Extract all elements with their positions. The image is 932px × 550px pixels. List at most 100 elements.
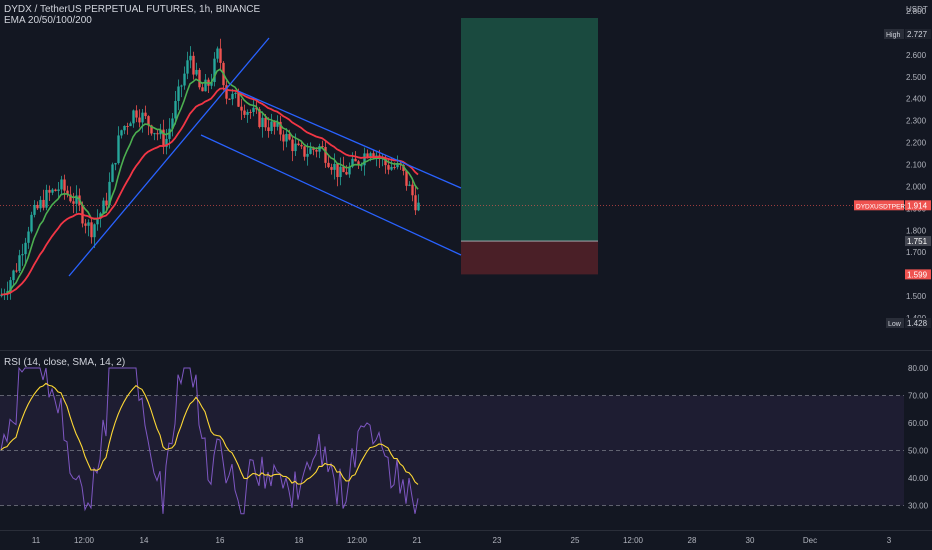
price-tick-label: 2.400 — [906, 95, 927, 104]
candle-body — [57, 189, 60, 191]
candle-body — [198, 69, 201, 88]
high-marker-bg — [884, 29, 904, 39]
candle-body — [339, 166, 342, 178]
ema-indicator-label[interactable]: EMA 20/50/100/200 — [4, 15, 92, 26]
candles — [0, 38, 420, 301]
candle-body — [36, 204, 39, 209]
candle-body — [75, 195, 78, 204]
symbol-tag-label: DYDXUSDTPERP — [856, 203, 909, 210]
candle-body — [390, 166, 393, 170]
candle-body — [216, 48, 219, 59]
candle-body — [327, 162, 330, 168]
candle-body — [141, 112, 144, 123]
candle-body — [24, 242, 27, 255]
candle-body — [219, 48, 222, 63]
candle-body — [12, 270, 15, 281]
candle-body — [27, 231, 30, 243]
candle-body — [90, 222, 93, 238]
candle-body — [165, 138, 168, 147]
candle-body — [162, 129, 165, 147]
candle-body — [45, 189, 48, 208]
candle-body — [108, 181, 111, 206]
candle-body — [234, 92, 237, 94]
candle-body — [39, 199, 42, 209]
candle-body — [291, 139, 294, 152]
rsi-tick-label: 50.00 — [908, 447, 929, 456]
ema-slow-line — [0, 87, 419, 296]
candle-body — [393, 166, 396, 168]
chart-header: DYDX / TetherUS PERPETUAL FUTURES, 1h, B… — [4, 4, 260, 26]
candle-body — [117, 135, 120, 164]
candle-body — [270, 121, 273, 132]
candle-body — [153, 133, 156, 135]
candle-body — [318, 146, 321, 152]
candle-body — [210, 82, 213, 86]
candle-body — [150, 125, 153, 134]
candle-body — [30, 214, 33, 232]
candle-body — [333, 163, 336, 170]
price-axis-unit: USDT — [906, 5, 928, 14]
candle-body — [21, 254, 24, 256]
candle-body — [396, 163, 399, 168]
candle-body — [258, 109, 261, 128]
candle-body — [363, 153, 366, 166]
price-tick-label: 1.800 — [906, 226, 927, 235]
candle-body — [324, 146, 327, 163]
candle-body — [309, 148, 312, 154]
candle-body — [321, 146, 324, 148]
price-tick-label: 2.000 — [906, 182, 927, 191]
ema-fast-line — [0, 68, 419, 296]
candle-body — [135, 110, 138, 118]
time-tick-label: Dec — [803, 536, 817, 545]
current-price-bg — [905, 200, 931, 211]
rsi-tick-label: 30.00 — [908, 502, 929, 511]
candle-body — [96, 218, 99, 225]
trendline-support-rally — [68, 37, 270, 277]
candle-body — [144, 112, 147, 117]
symbol-title[interactable]: DYDX / TetherUS PERPETUAL FUTURES, 1h, B… — [4, 4, 261, 15]
channel-upper-line — [237, 90, 462, 189]
candle-body — [405, 170, 408, 186]
candle-body — [138, 117, 141, 123]
candle-body — [411, 184, 414, 196]
rsi-tick-label: 40.00 — [908, 474, 929, 483]
price-tick-label: 2.800 — [906, 7, 927, 16]
candle-body — [384, 157, 387, 166]
current-price-label: 1.914 — [907, 201, 928, 210]
candle-body — [294, 143, 297, 152]
candle-body — [33, 204, 36, 215]
candle-body — [306, 153, 309, 157]
candle-body — [42, 199, 45, 208]
rsi-ma-line — [0, 382, 419, 485]
time-tick-label: 21 — [413, 536, 422, 545]
candle-body — [183, 73, 186, 86]
candle-body — [348, 166, 351, 175]
candle-body — [123, 125, 126, 131]
candle-body — [300, 144, 303, 147]
candle-body — [204, 79, 207, 92]
candle-body — [279, 121, 282, 135]
candle-body — [414, 195, 417, 211]
candle-body — [102, 200, 105, 214]
candle-body — [177, 86, 180, 101]
target-zone — [461, 18, 598, 242]
candle-body — [243, 110, 246, 115]
rsi-indicator-label[interactable]: RSI (14, close, SMA, 14, 2) — [4, 357, 126, 368]
time-tick-label: 12:00 — [623, 536, 644, 545]
price-tick-label: 1.500 — [906, 292, 927, 301]
time-tick-label: 25 — [571, 536, 580, 545]
time-tick-label: 16 — [216, 536, 225, 545]
price-tick-label: 2.600 — [906, 51, 927, 60]
candle-body — [201, 87, 204, 92]
candle-body — [342, 166, 345, 173]
candle-body — [252, 107, 255, 113]
candle-body — [285, 133, 288, 142]
candle-body — [51, 189, 54, 193]
time-tick-label: 14 — [140, 536, 149, 545]
time-tick-label: 3 — [887, 536, 892, 545]
candle-body — [15, 270, 18, 272]
candle-body — [366, 153, 369, 158]
stop-zone — [461, 241, 598, 275]
candle-body — [111, 164, 114, 182]
